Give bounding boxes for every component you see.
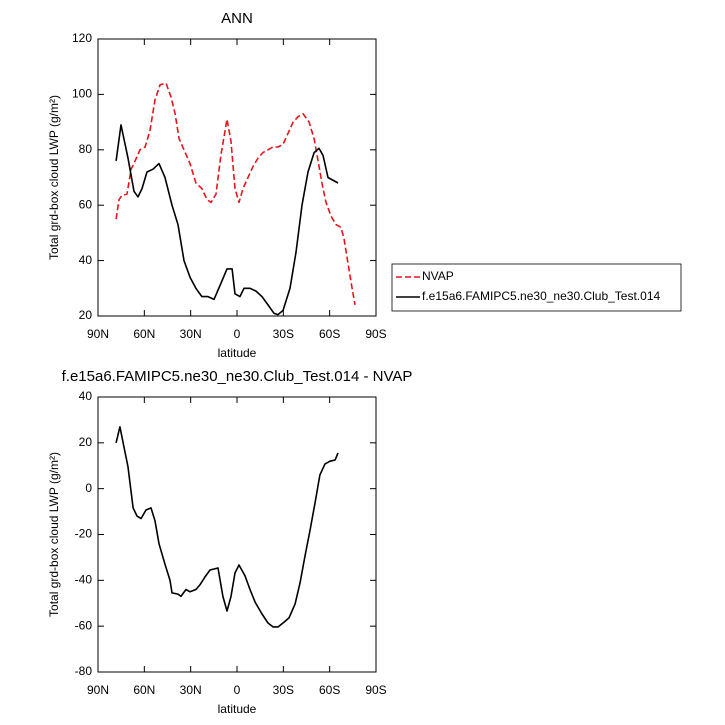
x-tick-label: 90S — [365, 327, 386, 341]
x-tick-label: 30N — [180, 327, 202, 341]
y-axis-label: Total grd-box cloud LWP (g/m²) — [47, 95, 61, 260]
x-axis-label: latitude — [218, 346, 257, 360]
y-tick-label: 20 — [79, 435, 93, 449]
y-tick-label: 80 — [79, 142, 93, 156]
data-line — [115, 82, 356, 306]
legend-label: NVAP — [422, 269, 454, 283]
x-tick-label: 30S — [273, 683, 294, 697]
legend-label: f.e15a6.FAMIPC5.ne30_ne30.Club_Test.014 — [422, 289, 660, 303]
y-tick-label: 60 — [79, 197, 93, 211]
x-tick-label: 90N — [87, 683, 109, 697]
legend-frame — [391, 263, 682, 312]
x-tick-label: 60S — [319, 683, 340, 697]
x-tick-label: 90N — [87, 327, 109, 341]
x-tick-label: 90S — [365, 683, 386, 697]
plot-frame — [97, 38, 377, 317]
x-axis-label: latitude — [218, 702, 257, 716]
y-axis-label: Total grd-box cloud LWP (g/m²) — [47, 452, 61, 617]
y-tick-label: -80 — [75, 664, 93, 678]
y-tick-label: 40 — [79, 389, 93, 403]
data-line — [115, 124, 339, 316]
y-tick-label: 20 — [79, 308, 93, 322]
x-tick-label: 60S — [319, 327, 340, 341]
chart-title: f.e15a6.FAMIPC5.ne30_ne30.Club_Test.014 … — [62, 368, 413, 385]
x-tick-label: 0 — [234, 327, 241, 341]
y-tick-label: 100 — [72, 87, 92, 101]
x-tick-label: 30N — [180, 683, 202, 697]
x-tick-label: 0 — [234, 683, 241, 697]
x-tick-label: 60N — [133, 683, 155, 697]
y-tick-label: 120 — [72, 31, 92, 45]
y-tick-label: -20 — [75, 527, 93, 541]
y-tick-label: 0 — [85, 481, 92, 495]
y-tick-label: 40 — [79, 253, 93, 267]
y-tick-label: -60 — [75, 618, 93, 632]
y-tick-label: -40 — [75, 573, 93, 587]
data-line — [115, 426, 339, 628]
chart-title: ANN — [221, 10, 253, 27]
x-tick-label: 60N — [133, 327, 155, 341]
plot-frame — [97, 396, 377, 673]
x-tick-label: 30S — [273, 327, 294, 341]
